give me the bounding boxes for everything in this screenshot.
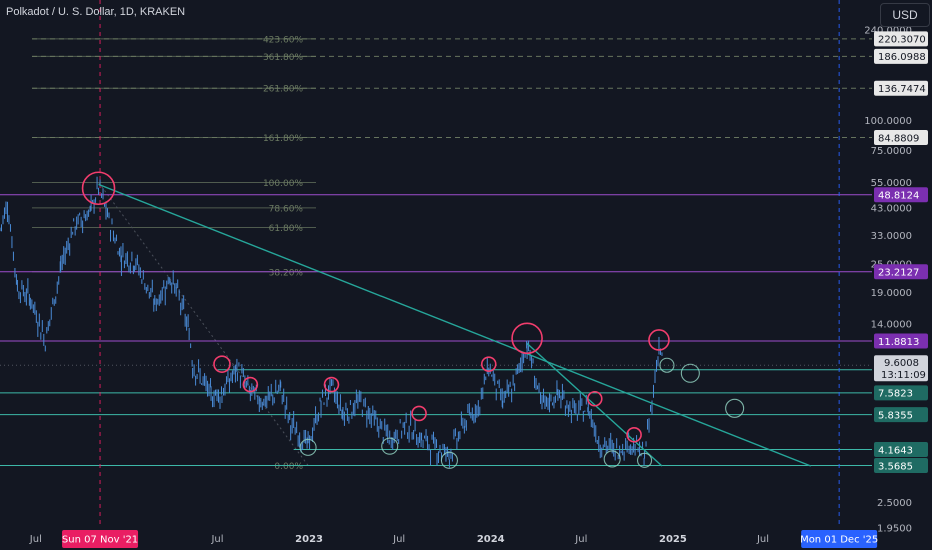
fib-price-label-box [874,31,928,47]
green-circle [680,363,700,383]
fib-label: 78.60% [269,204,304,214]
price-tick-label: 19.0000 [871,288,912,299]
level-price-label-box [874,187,928,203]
fib-label: 0.00% [274,462,303,472]
level-price-label-box [874,407,928,423]
pink-circle [411,405,427,422]
fib-price-label: 220.3070 [878,35,926,46]
fib-price-label: 186.0988 [878,52,926,63]
price-tick-label: 100.0000 [864,116,912,127]
level-price-label-box [874,264,928,280]
level-price-label: 48.8124 [878,191,919,202]
trendline [526,342,663,467]
green-circle [636,452,653,468]
fib-label: 38.20% [269,268,304,278]
level-price-label: 4.1643 [878,445,913,456]
time-tick-label: Jul [756,534,769,545]
time-tick-label: 2025 [659,534,687,545]
price-tick-label: 33.0000 [871,231,912,242]
level-price-label-box [874,441,928,457]
price-tick-label: 1.9500 [877,524,912,535]
candles [0,176,663,468]
fib-label: 61.80% [269,224,304,234]
level-price-label: 7.5823 [878,389,913,400]
price-tick-label: 14.0000 [871,320,912,331]
pink-circle [323,376,340,393]
price-tick-label: 55.0000 [871,178,912,189]
date-flag [801,530,878,548]
price-tick-label: 2.5000 [877,498,912,509]
time-tick-label: Jul [210,534,223,545]
green-circle [440,451,458,469]
time-tick-label: Jul [392,534,405,545]
fib-price-label-box [874,48,928,64]
date-flag-label: Sun 07 Nov '21 [62,535,138,546]
level-price-label: 11.8813 [878,337,919,348]
fib-label: 261.80% [263,85,303,95]
level-price-label-box [874,333,928,349]
current-price-label: 9.6008 [884,358,919,369]
current-price-box [874,355,928,382]
pink-circle [213,355,231,373]
fib-price-label-box [874,130,928,146]
green-circle [725,398,745,418]
level-price-label: 23.2127 [878,268,919,279]
price-axis: 240.0000 100.0000 75.0000 55.0000 43.0000 33.… [864,26,928,535]
countdown-label: 13:11:09 [881,370,926,381]
fib-label: 361.80% [263,53,303,63]
fib-label: 100.00% [263,179,303,189]
pink-circle [511,322,543,355]
time-tick-label: 2024 [477,534,505,545]
date-flag-label: Mon 01 Dec '25 [800,535,878,546]
time-tick-label: Jul [574,534,587,545]
currency-button[interactable]: USD [880,3,930,27]
chart-title: Polkadot / U. S. Dollar, 1D, KRAKEN [6,6,186,18]
level-price-label-box [874,457,928,473]
green-circle [603,450,621,468]
level-price-label-box [874,385,928,401]
pink-circle [586,390,603,407]
fib-price-label-box [874,80,928,96]
date-flag [62,530,139,548]
green-circle [299,438,317,456]
time-axis: Jul Jul 2023 Jul 2024 Jul 2025 Jul Sun 07 Nov '2… [29,530,878,548]
fib-label: 161.80% [263,134,303,144]
fib-price-label: 136.7474 [878,84,926,95]
time-tick-label: Jul [29,534,42,545]
level-price-label: 3.5685 [878,461,913,472]
pink-circle [626,426,642,443]
trendline [98,183,812,467]
fib-label: 423.60% [263,35,303,45]
price-tick-label: 43.0000 [871,203,912,214]
pink-circle [242,376,259,393]
price-tick-label: 240.0000 [864,26,912,37]
pink-circle [480,356,497,372]
pink-circle [81,171,116,206]
pink-circle [648,329,670,351]
green-circle [659,357,675,373]
time-tick-label: 2023 [295,534,323,545]
fib-price-label: 84.8809 [878,133,919,144]
green-circle [381,437,399,455]
level-price-label: 5.8355 [878,410,913,421]
fib-diagonal [98,182,309,466]
price-tick-label: 75.0000 [871,146,912,157]
